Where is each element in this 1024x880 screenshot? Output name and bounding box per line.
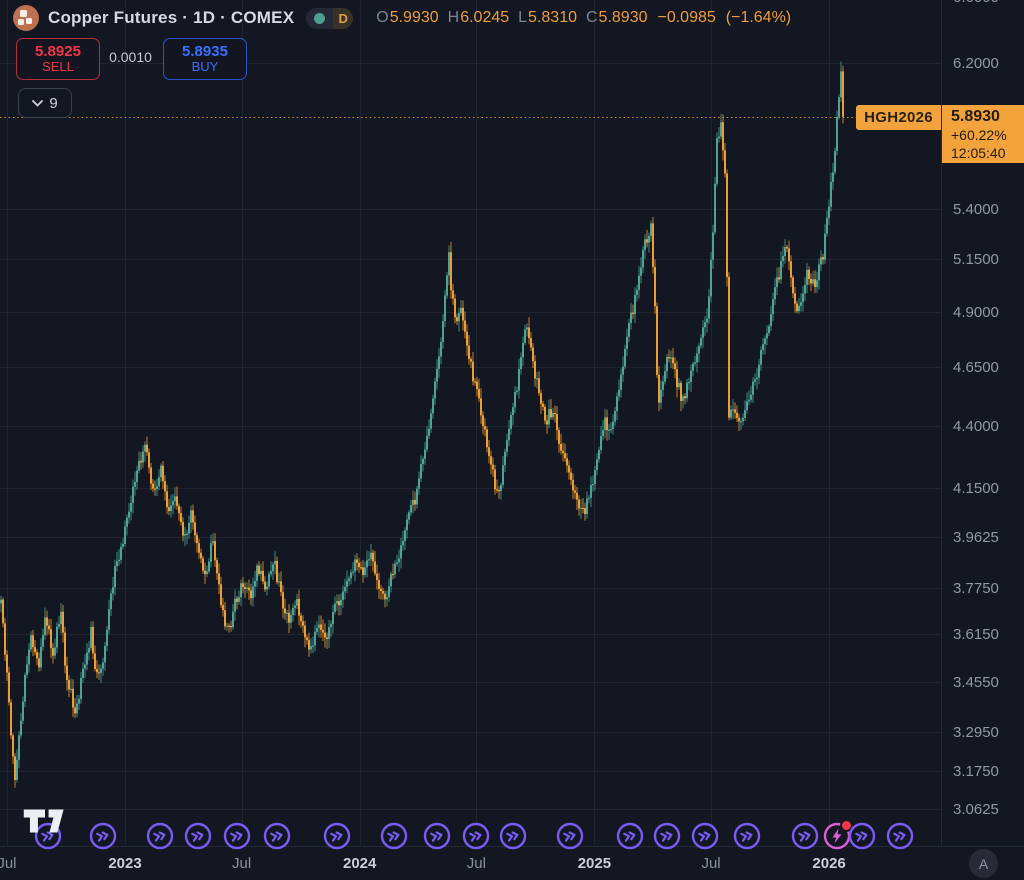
price-axis-tick: 6.6000 (953, 0, 999, 6)
chevron-down-icon (32, 99, 44, 107)
buy-label: BUY (191, 59, 219, 75)
object-tree-chip[interactable]: 9 (18, 88, 72, 118)
price-axis[interactable]: 5.8930 +60.22% 12:05:40 6.6000 6.2000 5.40… (941, 0, 1024, 846)
time-axis-tick: Jul (0, 855, 17, 872)
lightning-icon[interactable] (823, 819, 854, 850)
price-axis-tick: 6.2000 (953, 55, 999, 72)
open-value: 5.9930 (389, 9, 439, 26)
time-axis-tick: 2023 (108, 855, 142, 872)
time-axis-tick: Jul (701, 855, 721, 872)
high-value: 6.0245 (460, 9, 510, 26)
change-value: −0.0985 (657, 9, 716, 26)
spread-value: 0.0010 (109, 49, 152, 65)
contract-rollover-arrow-icon[interactable] (380, 822, 408, 850)
contract-rollover-arrow-icon[interactable] (691, 822, 719, 850)
contract-rollover-arrow-icon[interactable] (653, 822, 681, 850)
price-axis-tick: 3.6150 (953, 625, 999, 643)
tradingview-logo[interactable] (22, 806, 68, 841)
open-label: O (376, 9, 389, 26)
price-axis-tick: 3.2950 (953, 723, 999, 741)
contract-rollover-arrow-icon[interactable] (146, 822, 174, 850)
price-axis-tick: 4.6500 (953, 359, 999, 377)
price-axis-tick: 3.7750 (953, 580, 999, 598)
contract-rollover-arrow-icon[interactable] (791, 822, 819, 850)
contract-rollover-arrow-icon[interactable] (462, 822, 490, 850)
contract-rollover-arrow-icon[interactable] (556, 822, 584, 850)
close-value: 5.8930 (598, 9, 648, 26)
last-price-change-percent: +60.22% (951, 127, 1007, 143)
time-axis-tick: 2025 (577, 855, 612, 872)
sell-button[interactable]: 5.8925 SELL (16, 38, 100, 80)
contract-rollover-arrow-icon[interactable] (733, 822, 761, 850)
contract-rollover-arrow-icon[interactable] (263, 822, 291, 850)
alert-dot (840, 819, 854, 832)
contract-rollover-arrow-icon[interactable] (323, 822, 351, 850)
interval-dot-icon (306, 7, 334, 29)
last-price: 5.8930 (951, 108, 1000, 125)
sell-price: 5.8925 (35, 42, 81, 60)
interval-toggle[interactable]: D (306, 7, 354, 29)
time-axis[interactable]: Jul 2023 Jul 2024 Jul 2025 Jul 2026 (0, 846, 1024, 880)
buy-price: 5.8935 (182, 42, 228, 60)
low-value: 5.8310 (528, 9, 577, 26)
price-axis-tick: 5.1500 (953, 251, 999, 269)
last-price-axis-label: 5.8930 +60.22% 12:05:40 (942, 105, 1024, 163)
contract-rollover-arrow-icon[interactable] (223, 822, 251, 850)
interval-badge: D (333, 7, 354, 29)
contract-rollover-arrow-icon[interactable] (616, 822, 644, 850)
contract-rollover-arrow-icon[interactable] (886, 822, 914, 850)
change-percent: (−1.64%) (725, 9, 792, 26)
low-label: L (518, 9, 528, 26)
time-axis-tick: Jul (232, 855, 252, 872)
price-line-tag[interactable]: HGH2026 (856, 105, 941, 130)
time-axis-tick: 2024 (343, 855, 377, 872)
object-count: 9 (49, 94, 58, 112)
symbol-logo-icon (13, 5, 39, 31)
price-axis-tick: 3.0625 (953, 801, 999, 819)
price-axis-tick: 4.1500 (953, 479, 999, 497)
time-axis-tick: Jul (466, 855, 486, 872)
contract-rollover-arrow-icon[interactable] (423, 822, 451, 850)
auto-scale-badge[interactable]: A (969, 849, 998, 878)
price-axis-tick: 5.4000 (953, 201, 999, 219)
price-axis-tick: 3.1750 (953, 763, 999, 781)
price-axis-tick: 3.4550 (953, 673, 999, 691)
sell-label: SELL (42, 59, 74, 75)
ohlc-values: O 5.9930 H 6.0245 L 5.8310 C 5.8930 −0.0985 … (367, 9, 791, 27)
high-label: H (447, 9, 460, 26)
candlestick-chart-canvas[interactable] (0, 0, 941, 846)
contract-rollover-arrow-icon[interactable] (848, 822, 876, 850)
bar-countdown: 12:05:40 (951, 145, 1006, 161)
time-axis-tick: 2026 (812, 855, 846, 872)
close-label: C (585, 9, 598, 26)
symbol-title[interactable]: Copper Futures · 1D · COMEX (48, 8, 295, 27)
contract-rollover-arrow-icon[interactable] (89, 822, 117, 850)
price-axis-tick: 3.9625 (953, 528, 999, 546)
price-axis-tick: 4.9000 (953, 304, 999, 321)
contract-rollover-arrow-icon[interactable] (499, 822, 527, 850)
buy-button[interactable]: 5.8935 BUY (163, 38, 247, 80)
price-axis-tick: 4.4000 (953, 417, 999, 435)
contract-rollover-arrow-icon[interactable] (184, 822, 212, 850)
